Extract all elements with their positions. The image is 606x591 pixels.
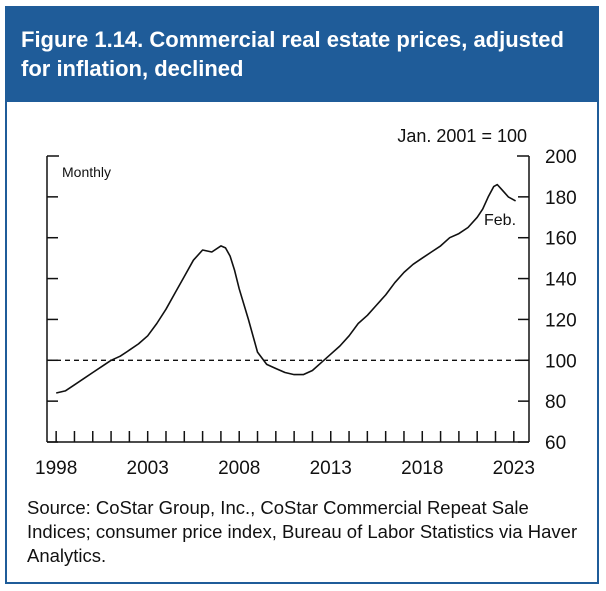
- end-label: Feb.: [484, 212, 516, 229]
- figure-title: Figure 1.14. Commercial real estate pric…: [21, 27, 564, 81]
- series-line-0: [56, 183, 516, 394]
- source-note: Source: CoStar Group, Inc., CoStar Comme…: [27, 497, 578, 566]
- figure-header: Figure 1.14. Commercial real estate pric…: [7, 8, 597, 102]
- x-tick-label: 2008: [218, 458, 260, 479]
- y-tick-label: 120: [545, 310, 577, 331]
- line-chart: 60 80 100 120 140 160 180 200 1998 2003 2008 2013 20…: [35, 126, 577, 479]
- y-tick-label: 200: [545, 147, 577, 168]
- x-tick-label: 2003: [127, 458, 169, 479]
- x-tick-label: 2023: [493, 458, 535, 479]
- y-tick-label: 160: [545, 229, 577, 250]
- y-tick-label: 60: [545, 433, 566, 454]
- x-tick-label: 2018: [401, 458, 443, 479]
- y-tick-label: 180: [545, 188, 577, 209]
- units-label: Jan. 2001 = 100: [397, 126, 527, 146]
- x-tick-label: 1998: [35, 458, 77, 479]
- y-tick-label: 80: [545, 392, 566, 413]
- figure-panel: Figure 1.14. Commercial real estate pric…: [5, 6, 599, 584]
- y-tick-label: 100: [545, 351, 577, 372]
- y-tick-label: 140: [545, 270, 577, 291]
- x-tick-label: 2013: [310, 458, 352, 479]
- frequency-label: Monthly: [62, 164, 111, 180]
